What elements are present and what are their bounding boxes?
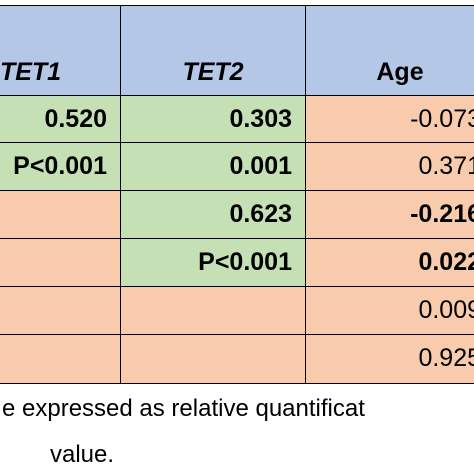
table-cell bbox=[0, 286, 121, 336]
table-cell bbox=[0, 334, 121, 384]
header-cell: TET2 bbox=[120, 5, 306, 96]
table-cell: 0.001 bbox=[120, 142, 306, 192]
table-cell bbox=[120, 334, 306, 384]
table-cell: 0.303 bbox=[120, 95, 306, 144]
footnote-line: e expressed as relative quantificat bbox=[2, 395, 365, 422]
table-cell: 0.022 bbox=[305, 238, 474, 288]
table-cell bbox=[120, 286, 306, 336]
footnote-line: value. bbox=[50, 441, 115, 468]
table-cell: P<0.001 bbox=[0, 142, 121, 192]
table-cell bbox=[0, 190, 121, 240]
header-cell: TET1 bbox=[0, 5, 121, 96]
table-cell: 0.925 bbox=[305, 334, 474, 384]
table-cell: -0.073 bbox=[305, 95, 474, 144]
header-cell: Age bbox=[305, 5, 474, 96]
table-cell: -0.216 bbox=[305, 190, 474, 240]
table-cell: 0.371 bbox=[305, 142, 474, 192]
table-cell bbox=[0, 238, 121, 288]
table-cell: P<0.001 bbox=[120, 238, 306, 288]
table-cell: 0.009 bbox=[305, 286, 474, 336]
table-cell: 0.623 bbox=[120, 190, 306, 240]
table-cell: 0.520 bbox=[0, 95, 121, 144]
